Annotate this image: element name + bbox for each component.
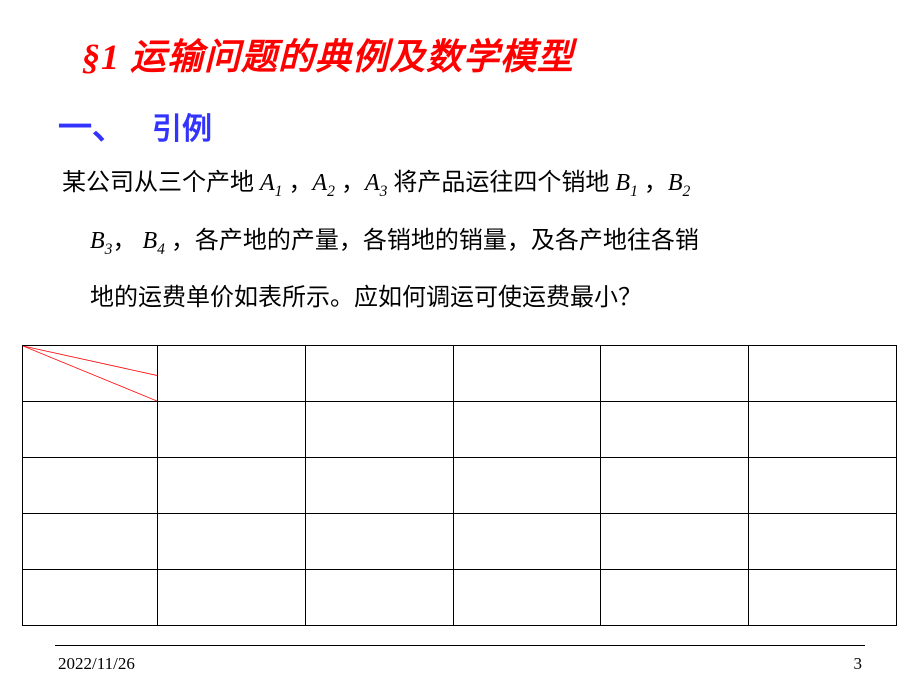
table-cell bbox=[23, 514, 158, 570]
diagonal-header-cell bbox=[23, 346, 158, 402]
table-cell bbox=[23, 402, 158, 458]
cost-table bbox=[22, 345, 897, 626]
text-fragment: ， bbox=[112, 228, 142, 254]
table-cell bbox=[158, 346, 306, 402]
text-fragment: ， bbox=[335, 170, 365, 196]
var-B1: B1 bbox=[615, 170, 637, 196]
table-cell bbox=[601, 402, 749, 458]
table-row bbox=[23, 402, 897, 458]
footer-page-number: 3 bbox=[854, 654, 863, 674]
table-cell bbox=[453, 458, 601, 514]
table-cell bbox=[749, 402, 897, 458]
text-fragment: ，各产地的产量，各销地的销量，及各产地往各销 bbox=[165, 228, 699, 254]
slide: §1 运输问题的典例及数学模型 一、 引例 某公司从三个产地 A1 ，A2 ，A… bbox=[0, 0, 920, 690]
table-cell bbox=[305, 570, 453, 626]
table-cell bbox=[453, 346, 601, 402]
subtitle-number: 一、 bbox=[58, 100, 126, 149]
table-cell bbox=[305, 346, 453, 402]
text-fragment: 某公司从三个产地 bbox=[62, 170, 260, 196]
table-cell bbox=[749, 346, 897, 402]
table-cell bbox=[453, 402, 601, 458]
table-cell bbox=[601, 458, 749, 514]
table-cell bbox=[453, 570, 601, 626]
table-cell bbox=[749, 458, 897, 514]
footer-divider bbox=[55, 645, 865, 646]
table-cell bbox=[749, 570, 897, 626]
var-B4: B4 bbox=[142, 228, 164, 254]
var-B3: B3 bbox=[90, 228, 112, 254]
footer: 2022/11/26 3 bbox=[58, 654, 862, 674]
table-cell bbox=[158, 458, 306, 514]
text-fragment: 将产品运往四个销地 bbox=[387, 170, 615, 196]
table-cell bbox=[158, 402, 306, 458]
table-cell bbox=[305, 458, 453, 514]
table-cell bbox=[453, 514, 601, 570]
var-A3: A3 bbox=[365, 170, 387, 196]
subtitle-text: 引例 bbox=[152, 104, 212, 148]
table-cell bbox=[601, 570, 749, 626]
table-row bbox=[23, 570, 897, 626]
table-cell bbox=[601, 514, 749, 570]
table-cell bbox=[305, 514, 453, 570]
table-cell bbox=[601, 346, 749, 402]
subtitle-row: 一、 引例 bbox=[58, 100, 920, 149]
text-fragment: 地的运费单价如表所示。应如何调运可使运费最小？ bbox=[90, 270, 870, 328]
problem-statement: 某公司从三个产地 A1 ，A2 ，A3 将产品运往四个销地 B1 ，B2 B3，… bbox=[62, 155, 870, 328]
table-cell bbox=[749, 514, 897, 570]
table-cell bbox=[23, 570, 158, 626]
var-A1: A1 bbox=[260, 170, 282, 196]
var-A2: A2 bbox=[312, 170, 334, 196]
text-fragment: ， bbox=[638, 170, 668, 196]
table-cell bbox=[305, 402, 453, 458]
table-row bbox=[23, 346, 897, 402]
table-cell bbox=[158, 514, 306, 570]
table-row bbox=[23, 458, 897, 514]
table-row bbox=[23, 514, 897, 570]
var-B2: B2 bbox=[668, 170, 690, 196]
table-cell bbox=[158, 570, 306, 626]
table-cell bbox=[23, 458, 158, 514]
footer-date: 2022/11/26 bbox=[58, 654, 135, 674]
text-fragment: ， bbox=[282, 170, 312, 196]
section-title: §1 运输问题的典例及数学模型 bbox=[82, 28, 920, 80]
